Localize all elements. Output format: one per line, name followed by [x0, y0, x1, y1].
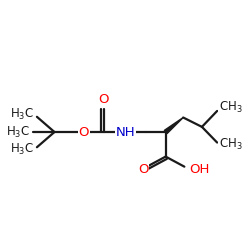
Text: NH: NH	[116, 126, 136, 138]
Text: CH$_3$: CH$_3$	[219, 137, 242, 152]
Text: H$_3$C: H$_3$C	[10, 107, 34, 122]
Text: O: O	[78, 126, 89, 138]
Text: H$_3$C: H$_3$C	[6, 124, 30, 140]
Text: O: O	[98, 93, 109, 106]
Text: CH$_3$: CH$_3$	[219, 100, 242, 115]
Text: OH: OH	[189, 163, 210, 176]
Polygon shape	[164, 118, 183, 134]
Text: O: O	[138, 163, 149, 176]
Text: H$_3$C: H$_3$C	[10, 142, 34, 157]
